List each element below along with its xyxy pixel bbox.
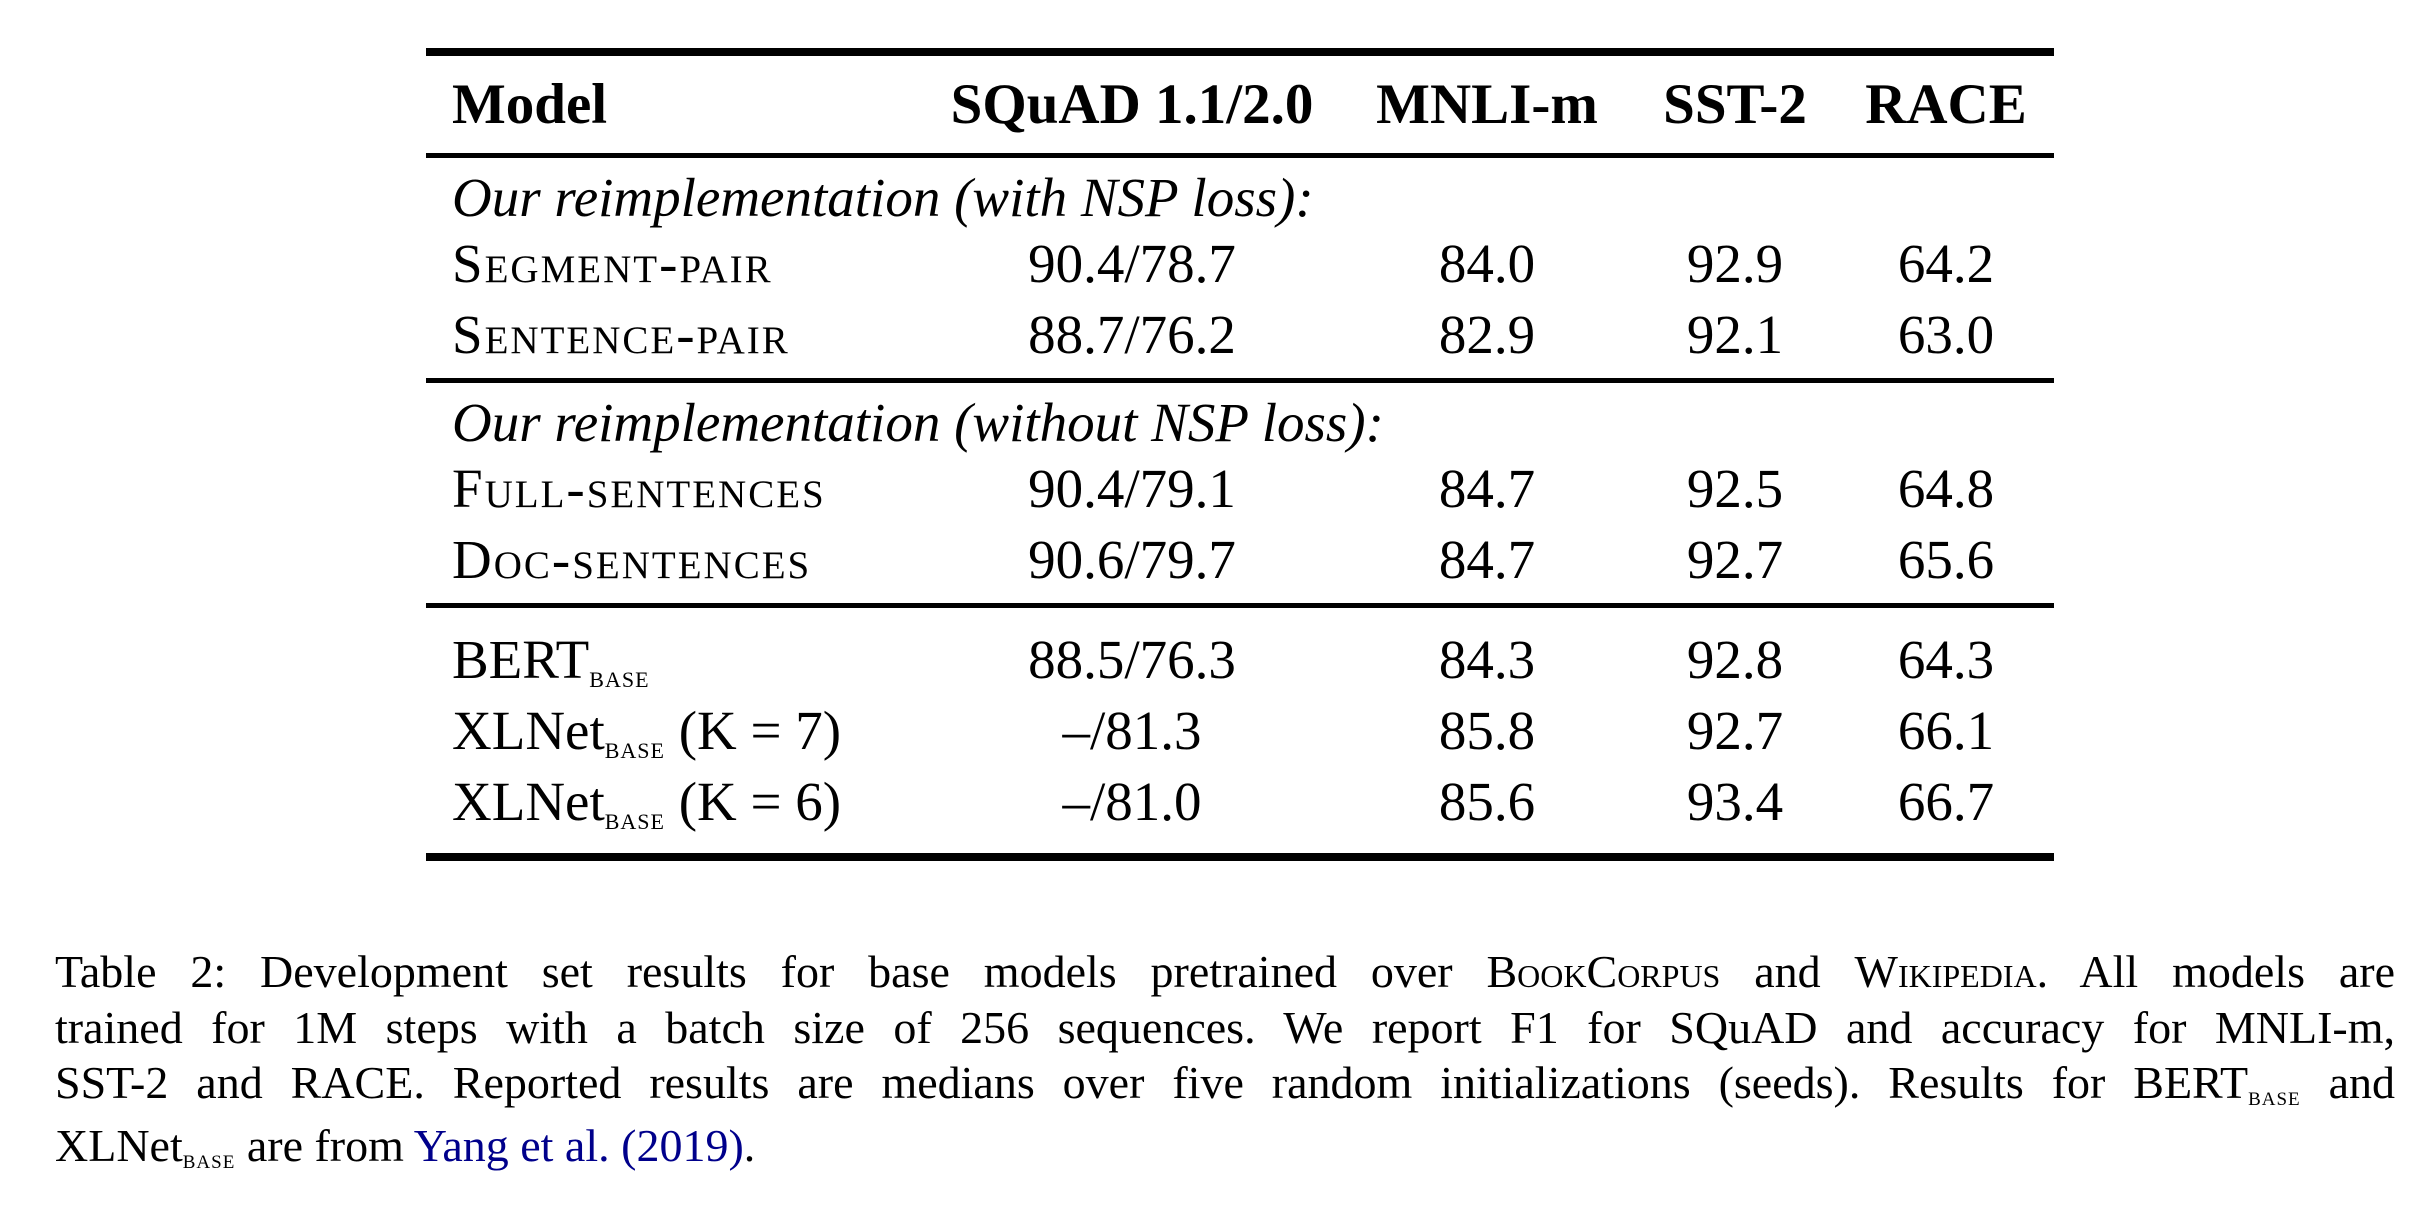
model-name-cell: BERTbase: [426, 628, 922, 694]
column-header-race: RACE: [1865, 73, 2027, 136]
table-top-rule: [426, 48, 2054, 56]
metric-value-cell: 66.7: [1897, 771, 1995, 832]
text-segment: are from: [235, 1119, 414, 1171]
column-header-squad: SQuAD 1.1/2.0: [950, 73, 1314, 136]
smallcaps-text: Segment-pair: [452, 233, 773, 294]
text-segment: .: [743, 1119, 756, 1171]
metric-value-cell: 63.0: [1897, 304, 1995, 365]
table-header-row: Model SQuAD 1.1/2.0 MNLI-m SST-2 RACE: [426, 56, 2054, 153]
subscript-text: base: [2248, 1081, 2301, 1112]
model-name-cell: Doc-sentences: [426, 528, 922, 591]
table-bottom-rule: [426, 853, 2054, 861]
column-header-mnli: MNLI-m: [1376, 73, 1598, 136]
metric-value-cell: 85.8: [1438, 700, 1536, 761]
smallcaps-text: Full-sentences: [452, 458, 826, 519]
text-segment: [610, 1120, 622, 1171]
metric-value-cell: 92.7: [1686, 529, 1784, 590]
text-segment: SST-2 and RACE. Reported results are med…: [55, 1057, 2249, 1108]
citation-link[interactable]: Yang et al.: [413, 1119, 610, 1171]
smallcaps-text: Doc-sentences: [452, 529, 812, 590]
table-row: BERTbase 88.5/76.3 84.3 92.8 64.3: [426, 624, 2054, 695]
group-heading: Our reimplementation (without NSP loss):: [452, 391, 1384, 453]
table-row: XLNetbase (K = 6) –/81.0 85.6 93.4 66.7: [426, 766, 2054, 837]
metric-value-cell: 90.4/79.1: [1028, 458, 1236, 519]
text-segment: XLNet: [55, 1119, 183, 1171]
text-segment: XLNet: [452, 700, 605, 761]
text-segment: BERT: [452, 629, 590, 690]
group-heading: Our reimplementation (with NSP loss):: [452, 166, 1314, 228]
caption-line: SST-2 and RACE. Reported results are med…: [55, 1055, 2395, 1118]
metric-value-cell: 64.8: [1897, 458, 1995, 519]
metric-value-cell: –/81.3: [1062, 700, 1202, 761]
metric-value-cell: 92.1: [1686, 304, 1784, 365]
citation-link[interactable]: (2019): [621, 1119, 744, 1171]
caption-line: Table 2: Development set results for bas…: [55, 944, 2395, 1000]
metric-value-cell: 85.6: [1438, 771, 1536, 832]
metric-value-cell: 84.7: [1438, 529, 1536, 590]
text-segment: Table 2: Development set results for bas…: [55, 946, 1487, 997]
results-table: Model SQuAD 1.1/2.0 MNLI-m SST-2 RACE Ou…: [426, 48, 2054, 861]
smallcaps-text: Wikipedia: [1854, 946, 2037, 997]
table-group: Our reimplementation (with NSP loss): Seg…: [426, 158, 2054, 378]
metric-value-cell: 90.6/79.7: [1028, 529, 1236, 590]
subscript-text: base: [589, 658, 650, 694]
text-segment: trained for 1M steps with a batch size o…: [55, 1001, 2395, 1053]
metric-value-cell: 92.5: [1686, 458, 1784, 519]
table-row: Segment-pair 90.4/78.7 84.0 92.9 64.2: [426, 228, 2054, 299]
model-name-cell: XLNetbase (K = 7): [426, 699, 922, 765]
metric-value-cell: 90.4/78.7: [1028, 233, 1236, 294]
metric-value-cell: 92.9: [1686, 233, 1784, 294]
metric-value-cell: 92.7: [1686, 700, 1784, 761]
table-row: Sentence-pair 88.7/76.2 82.9 92.1 63.0: [426, 299, 2054, 370]
metric-value-cell: 93.4: [1686, 771, 1784, 832]
table-row: Doc-sentences 90.6/79.7 84.7 92.7 65.6: [426, 524, 2054, 595]
subscript-text: base: [604, 729, 665, 765]
model-name-cell: XLNetbase (K = 6): [426, 770, 922, 836]
text-segment: (K = 7): [664, 700, 842, 761]
text-segment: (K = 6): [664, 771, 842, 832]
model-name-cell: Sentence-pair: [426, 303, 922, 366]
text-segment: and: [1720, 946, 1855, 997]
caption-line: XLNetbase are from Yang et al. (2019).: [55, 1118, 2395, 1181]
text-segment: . All models are: [2036, 946, 2395, 997]
group-separator-rule: [426, 378, 2054, 383]
model-name-cell: Segment-pair: [426, 232, 922, 295]
table-caption: Table 2: Development set results for bas…: [55, 944, 2395, 1180]
smallcaps-text: BookCorpus: [1486, 946, 1721, 997]
metric-value-cell: 82.9: [1438, 304, 1536, 365]
table-row: Full-sentences 90.4/79.1 84.7 92.5 64.8: [426, 453, 2054, 524]
table-group: Our reimplementation (without NSP loss):…: [426, 383, 2054, 603]
subscript-text: base: [182, 1143, 236, 1174]
metric-value-cell: 65.6: [1897, 529, 1995, 590]
smallcaps-text: Sentence-pair: [452, 304, 790, 365]
header-separator-rule: [426, 153, 2054, 158]
subscript-text: base: [604, 800, 665, 836]
metric-value-cell: 88.7/76.2: [1028, 304, 1236, 365]
metric-value-cell: 84.7: [1438, 458, 1536, 519]
column-header-sst2: SST-2: [1663, 73, 1807, 136]
column-header-model: Model: [452, 73, 608, 136]
table-row: XLNetbase (K = 7) –/81.3 85.8 92.7 66.1: [426, 695, 2054, 766]
caption-line: trained for 1M steps with a batch size o…: [55, 1000, 2395, 1056]
metric-value-cell: 88.5/76.3: [1028, 629, 1236, 690]
metric-value-cell: 92.8: [1686, 629, 1784, 690]
metric-value-cell: –/81.0: [1062, 771, 1202, 832]
metric-value-cell: 84.3: [1438, 629, 1536, 690]
text-segment: and: [2300, 1057, 2395, 1108]
table-group: BERTbase 88.5/76.3 84.3 92.8 64.3 XLNetbase (…: [426, 608, 2054, 853]
text-segment: XLNet: [452, 771, 605, 832]
model-name-cell: Full-sentences: [426, 457, 922, 520]
table-body: Our reimplementation (with NSP loss): Seg…: [426, 158, 2054, 853]
metric-value-cell: 64.2: [1897, 233, 1995, 294]
metric-value-cell: 84.0: [1438, 233, 1536, 294]
metric-value-cell: 66.1: [1897, 700, 1995, 761]
metric-value-cell: 64.3: [1897, 629, 1995, 690]
group-separator-rule: [426, 603, 2054, 608]
